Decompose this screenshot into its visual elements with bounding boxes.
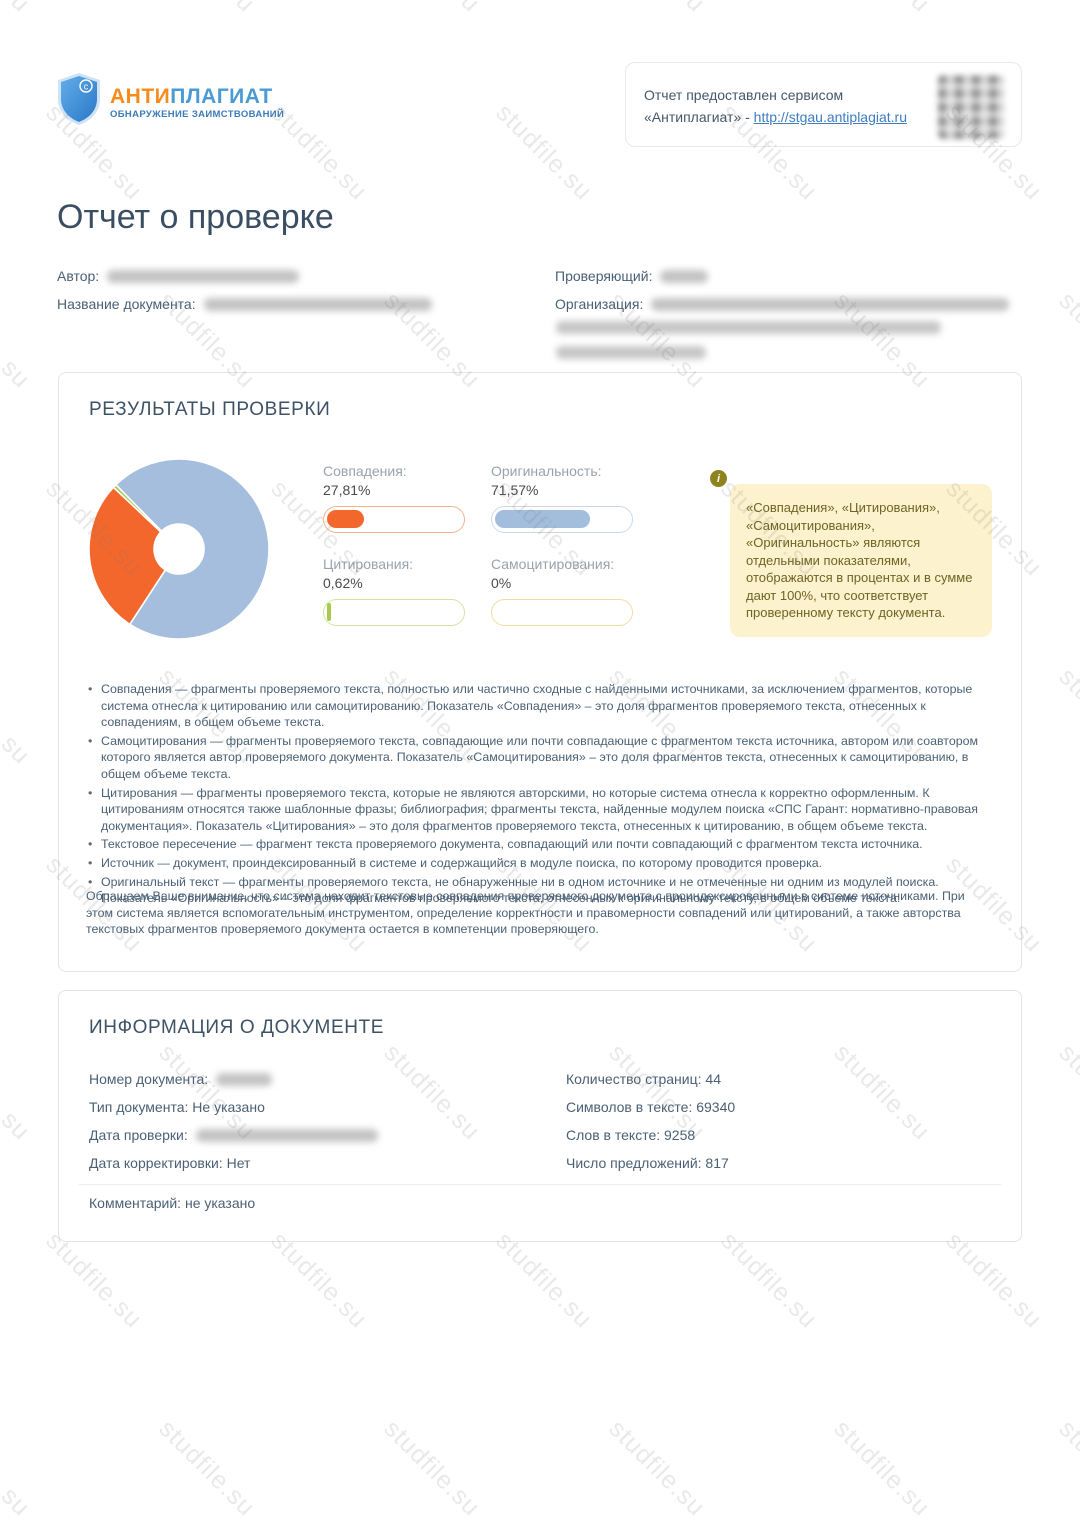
originality-bar <box>491 506 633 533</box>
watermark-text: studfile.su <box>378 1414 486 1522</box>
definition-citations: Цитирования — фрагменты проверяемого тек… <box>86 785 991 835</box>
watermark-text: studfile.su <box>378 0 486 18</box>
brand-subtitle: ОБНАРУЖЕНИЕ ЗАИМСТВОВАНИЙ <box>110 109 285 120</box>
watermark-text: studfile.su <box>1053 1414 1080 1522</box>
check-date-row: Дата проверки: <box>89 1121 378 1149</box>
watermark-text: studfile.su <box>265 1226 373 1334</box>
meta-reviewer: Проверяющий: <box>555 268 709 284</box>
watermark-text: studfile.su <box>153 1414 261 1522</box>
pages-count-row: Количество страниц: 44 <box>566 1071 721 1087</box>
definition-self-citations: Самоцитирования — фрагменты проверяемого… <box>86 733 991 783</box>
watermark-text: studfile.su <box>1053 286 1080 394</box>
notice-paragraph: Обращаем Ваше внимание, что система нахо… <box>86 889 965 937</box>
watermark-text: studfile.su <box>828 0 936 18</box>
redacted-organization-line3 <box>556 346 706 359</box>
watermark-text: studfile.su <box>40 1226 148 1334</box>
metric-citations: Цитирования: 0,62% <box>323 556 465 626</box>
definition-text-intersection: Текстовое пересечение — фрагмент текста … <box>86 836 991 853</box>
results-card: РЕЗУЛЬТАТЫ ПРОВЕРКИ Совпадения: 27,81% О… <box>58 372 1022 972</box>
definition-matches: Совпадения — фрагменты проверяемого текс… <box>86 681 991 731</box>
service-link[interactable]: http://stgau.antiplagiat.ru <box>753 109 907 125</box>
watermark-text: studfile.su <box>0 1414 36 1522</box>
metrics-tooltip: «Совпадения», «Цитирования», «Самоцитиро… <box>730 484 992 637</box>
watermark-text: studfile.su <box>490 1226 598 1334</box>
watermark-text: studfile.su <box>828 1414 936 1522</box>
watermark-text: studfile.su <box>0 1038 36 1146</box>
redacted-doc-name <box>203 298 432 311</box>
redacted-check-date <box>195 1129 378 1142</box>
divider <box>79 1184 1001 1185</box>
doc-info-left-column: Номер документа: Тип документа: Не указа… <box>89 1065 378 1177</box>
watermark-text: studfile.su <box>490 98 598 206</box>
watermark-text: studfile.su <box>1053 662 1080 770</box>
redacted-author <box>107 270 300 283</box>
watermark-text: studfile.su <box>0 0 36 18</box>
meta-doc-name: Название документа: <box>57 296 432 312</box>
definition-original-text: Оригинальный текст — фрагменты проверяем… <box>86 874 991 907</box>
shield-copyright-icon: c <box>58 73 100 125</box>
results-heading: РЕЗУЛЬТАТЫ ПРОВЕРКИ <box>89 399 331 420</box>
metric-originality: Оригинальность: 71,57% <box>491 463 633 533</box>
antiplagiat-logo: c АНТИПЛАГИАТ ОБНАРУЖЕНИЕ ЗАИМСТВОВАНИЙ <box>56 72 284 126</box>
words-count-row: Слов в тексте: 9258 <box>566 1127 696 1143</box>
redacted-organization <box>651 298 1010 311</box>
pie-segment <box>112 483 163 533</box>
qr-code-icon <box>938 75 1004 139</box>
citations-bar <box>323 599 465 626</box>
document-info-heading: ИНФОРМАЦИЯ О ДОКУМЕНТЕ <box>89 1017 385 1038</box>
watermark-text: studfile.su <box>0 662 36 770</box>
pie-segment <box>88 486 167 626</box>
service-info-text: Отчет предоставлен сервисом «Антиплагиат… <box>644 87 907 125</box>
definitions-list: Совпадения — фрагменты проверяемого текс… <box>86 681 991 909</box>
chars-count-row: Символов в тексте: 69340 <box>566 1099 736 1115</box>
doc-number-row: Номер документа: <box>89 1065 378 1093</box>
service-info-box: Отчет предоставлен сервисом «Антиплагиат… <box>625 62 1022 147</box>
watermark-text: studfile.su <box>1053 0 1080 18</box>
sentences-count-row: Число предложений: 817 <box>566 1155 729 1171</box>
metric-self-citations: Самоцитирования: 0% <box>491 556 633 626</box>
brand-name: АНТИПЛАГИАТ <box>110 85 273 108</box>
correction-date-row: Дата корректировки: Нет <box>89 1155 251 1171</box>
info-icon[interactable]: i <box>710 470 727 487</box>
watermark-text: studfile.su <box>0 286 36 394</box>
comment-row: Комментарий: не указано <box>89 1195 256 1211</box>
doc-type-row: Тип документа: Не указано <box>89 1099 265 1115</box>
meta-organization: Организация: <box>555 296 1010 312</box>
results-pie-chart <box>88 458 270 640</box>
doc-info-right-column: Количество страниц: 44 Символов в тексте… <box>566 1065 735 1177</box>
redacted-reviewer <box>660 270 709 283</box>
watermark-text: studfile.su <box>603 0 711 18</box>
watermark-text: studfile.su <box>940 1226 1048 1334</box>
redacted-organization-line2 <box>556 321 941 334</box>
watermark-text: studfile.su <box>1053 1038 1080 1146</box>
page-title: Отчет о проверке <box>57 198 334 236</box>
redacted-doc-number <box>216 1073 273 1086</box>
metric-matches: Совпадения: 27,81% <box>323 463 465 533</box>
matches-bar <box>323 506 465 533</box>
definition-source: Источник — документ, проиндексированный … <box>86 855 991 872</box>
watermark-text: studfile.su <box>603 1414 711 1522</box>
svg-text:c: c <box>84 82 89 92</box>
watermark-text: studfile.su <box>153 0 261 18</box>
watermark-text: studfile.su <box>715 1226 823 1334</box>
meta-author: Автор: <box>57 268 300 284</box>
self-citations-bar <box>491 599 633 626</box>
pie-segment <box>114 458 270 640</box>
document-info-card: ИНФОРМАЦИЯ О ДОКУМЕНТЕ Номер документа: … <box>58 990 1022 1242</box>
